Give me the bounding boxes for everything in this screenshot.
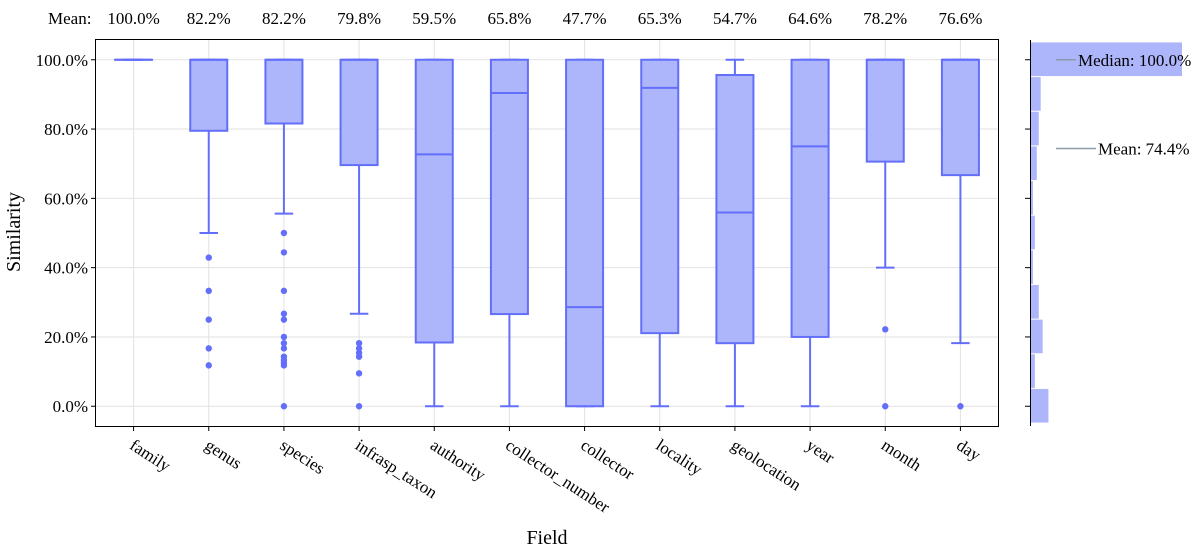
outlier-point — [280, 333, 288, 341]
mean-value-label: 65.3% — [638, 9, 682, 28]
mean-value-label: 82.2% — [262, 9, 306, 28]
boxes — [114, 58, 980, 410]
histogram-bar — [1031, 215, 1035, 250]
grid — [96, 40, 998, 426]
outlier-point — [205, 345, 212, 352]
y-tick-label: 100.0% — [36, 51, 88, 70]
histogram-bar — [1031, 354, 1035, 388]
outlier-point — [280, 316, 288, 323]
box-geolocation — [715, 58, 755, 408]
histogram-bar — [1031, 77, 1041, 111]
iqr-box — [565, 58, 605, 408]
mean-value-label: 47.7% — [563, 9, 607, 28]
y-tick-label: 0.0% — [53, 397, 88, 416]
outlier-point — [280, 362, 288, 369]
box-authority — [414, 58, 454, 408]
y-tick-label: 60.0% — [44, 189, 88, 208]
box-collector_number — [489, 58, 529, 408]
mean-value-label: 76.6% — [938, 9, 982, 28]
y-axis-title: Similarity — [3, 192, 25, 272]
outlier-point — [205, 254, 212, 261]
outlier-point — [205, 316, 212, 323]
outlier-point — [280, 310, 288, 317]
iqr-box — [489, 58, 529, 316]
mean-value-label: 79.8% — [337, 9, 381, 28]
histogram-bar — [1031, 111, 1039, 146]
iqr-box — [414, 58, 454, 344]
histogram-panel: Median: 100.0% Mean: 74.4% — [1025, 40, 1191, 426]
mean-label: Mean: 74.4% — [1098, 139, 1190, 158]
outlier-point — [280, 229, 288, 237]
outlier-point — [882, 326, 889, 333]
iqr-box — [790, 58, 830, 338]
histogram-bars — [1031, 42, 1182, 423]
x-tick-label: authority — [427, 435, 489, 485]
histogram-bar — [1031, 250, 1033, 284]
x-tick-label: collector — [577, 435, 638, 484]
mean-value-label: 59.5% — [412, 9, 456, 28]
x-tick-label: infrasp_taxon — [352, 435, 441, 502]
box-collector — [565, 58, 605, 408]
histogram-bar — [1031, 146, 1037, 181]
outlier-point — [205, 287, 212, 295]
iqr-box — [715, 73, 755, 345]
histogram-bar — [1031, 319, 1043, 354]
x-tick-label: family — [126, 435, 174, 475]
outlier-point — [280, 287, 288, 295]
histogram-bar — [1031, 388, 1049, 423]
y-tick-label: 20.0% — [44, 328, 88, 347]
x-axis-title: Field — [526, 527, 567, 549]
outlier-point — [280, 403, 288, 410]
mean-value-label: 78.2% — [863, 9, 907, 28]
x-tick-label: geolocation — [728, 435, 805, 494]
box-infrasp_taxon — [339, 58, 379, 410]
box-species — [264, 58, 304, 410]
median-label: Median: 100.0% — [1078, 51, 1191, 70]
y-tick-label: 40.0% — [44, 259, 88, 278]
outlier-point — [205, 362, 212, 369]
outlier-point — [280, 339, 288, 347]
outlier-point — [355, 345, 363, 352]
x-tick-label: species — [277, 435, 329, 478]
outlier-point — [355, 353, 363, 360]
box-day — [940, 58, 980, 410]
outlier-point — [882, 403, 889, 410]
x-axis: family genus species infrasp_taxonauthority… — [126, 426, 985, 517]
outlier-point — [280, 249, 288, 256]
outlier-point — [355, 403, 363, 410]
iqr-box — [640, 58, 680, 335]
outlier-point — [280, 345, 288, 352]
mean-row-label: Mean: — [48, 9, 91, 28]
iqr-box — [264, 58, 304, 125]
x-tick-label: locality — [653, 435, 707, 479]
iqr-box — [940, 58, 980, 177]
iqr-box — [339, 58, 379, 167]
y-tick-label: 80.0% — [44, 120, 88, 139]
mean-value-label: 64.6% — [788, 9, 832, 28]
iqr-box — [865, 58, 905, 163]
histogram-ticks — [1025, 59, 1030, 407]
mean-row: Mean: 100.0% 82.2% 82.2% 79.8% 59.5% 65.8% 47.… — [48, 9, 982, 28]
y-axis: 0.0% 20.0% 40.0% 60.0% 80.0% 100.0% — [36, 51, 96, 416]
box-year — [790, 58, 830, 408]
x-tick-label: year — [803, 435, 838, 467]
x-tick-label: month — [878, 435, 925, 475]
x-tick-label: day — [953, 435, 984, 465]
mean-value-label: 54.7% — [713, 9, 757, 28]
histogram-bar — [1031, 284, 1039, 319]
box-locality — [640, 58, 680, 408]
mean-value-label: 100.0% — [107, 9, 159, 28]
box-genus — [189, 58, 229, 369]
outlier-point — [355, 370, 363, 377]
iqr-box — [189, 58, 229, 132]
box-month — [865, 58, 905, 410]
outlier-point — [355, 339, 363, 347]
mean-value-label: 82.2% — [187, 9, 231, 28]
plot-frame — [95, 39, 999, 427]
histogram-bar — [1031, 181, 1033, 215]
mean-value-label: 65.8% — [487, 9, 531, 28]
outlier-point — [957, 403, 964, 410]
x-tick-label: genus — [202, 435, 246, 473]
